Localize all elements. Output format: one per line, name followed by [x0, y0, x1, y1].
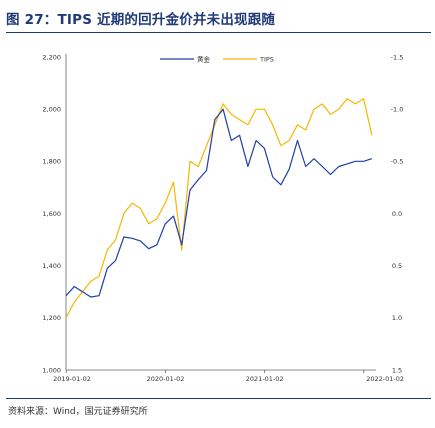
legend-gold-label: 黄金	[197, 54, 211, 63]
y-right-tick-label: 1.0	[392, 314, 402, 322]
y-left-tick-label: 1,000	[42, 366, 61, 374]
y-left-tick-label: 1,600	[42, 210, 61, 218]
x-tick-label: 2020-01-02	[147, 375, 185, 383]
source-note: 资料来源：Wind，国元证券研究所	[8, 407, 148, 417]
y-right-tick-label: 1.5	[392, 366, 402, 374]
gold-series-line	[65, 108, 373, 298]
line-chart: 1,000 1,200 1,400 1,600 1,800 2,000 2,200 -1.5…	[42, 53, 404, 383]
chart-title: 图 27：TIPS 近期的回升金价并未出现跟随	[6, 12, 276, 28]
tips-series-line	[65, 98, 373, 319]
y-left-tick-label: 1,400	[42, 262, 61, 270]
source-divider	[6, 398, 431, 399]
legend-tips-label: TIPS	[259, 55, 274, 63]
y-right-tick-label: 0.5	[392, 262, 402, 270]
x-tick-label: 2019-01-02	[53, 375, 91, 383]
y-right-tick-label: -1.0	[391, 105, 404, 113]
y-left-tick-label: 1,200	[42, 314, 61, 322]
y-right-tick-label: 0.0	[392, 210, 402, 218]
y-left-tick-label: 1,800	[42, 158, 61, 166]
y-right-tick-label: -1.5	[391, 53, 404, 61]
x-tick-label: 2022-01-02	[366, 375, 404, 383]
legend: 黄金 TIPS	[160, 54, 274, 63]
y-right-tick-label: -0.5	[391, 158, 404, 166]
x-tick-label: 2021-01-02	[246, 375, 284, 383]
y-left-tick-label: 2,200	[42, 53, 61, 61]
title-divider	[6, 32, 431, 33]
y-left-tick-label: 2,000	[42, 105, 61, 113]
